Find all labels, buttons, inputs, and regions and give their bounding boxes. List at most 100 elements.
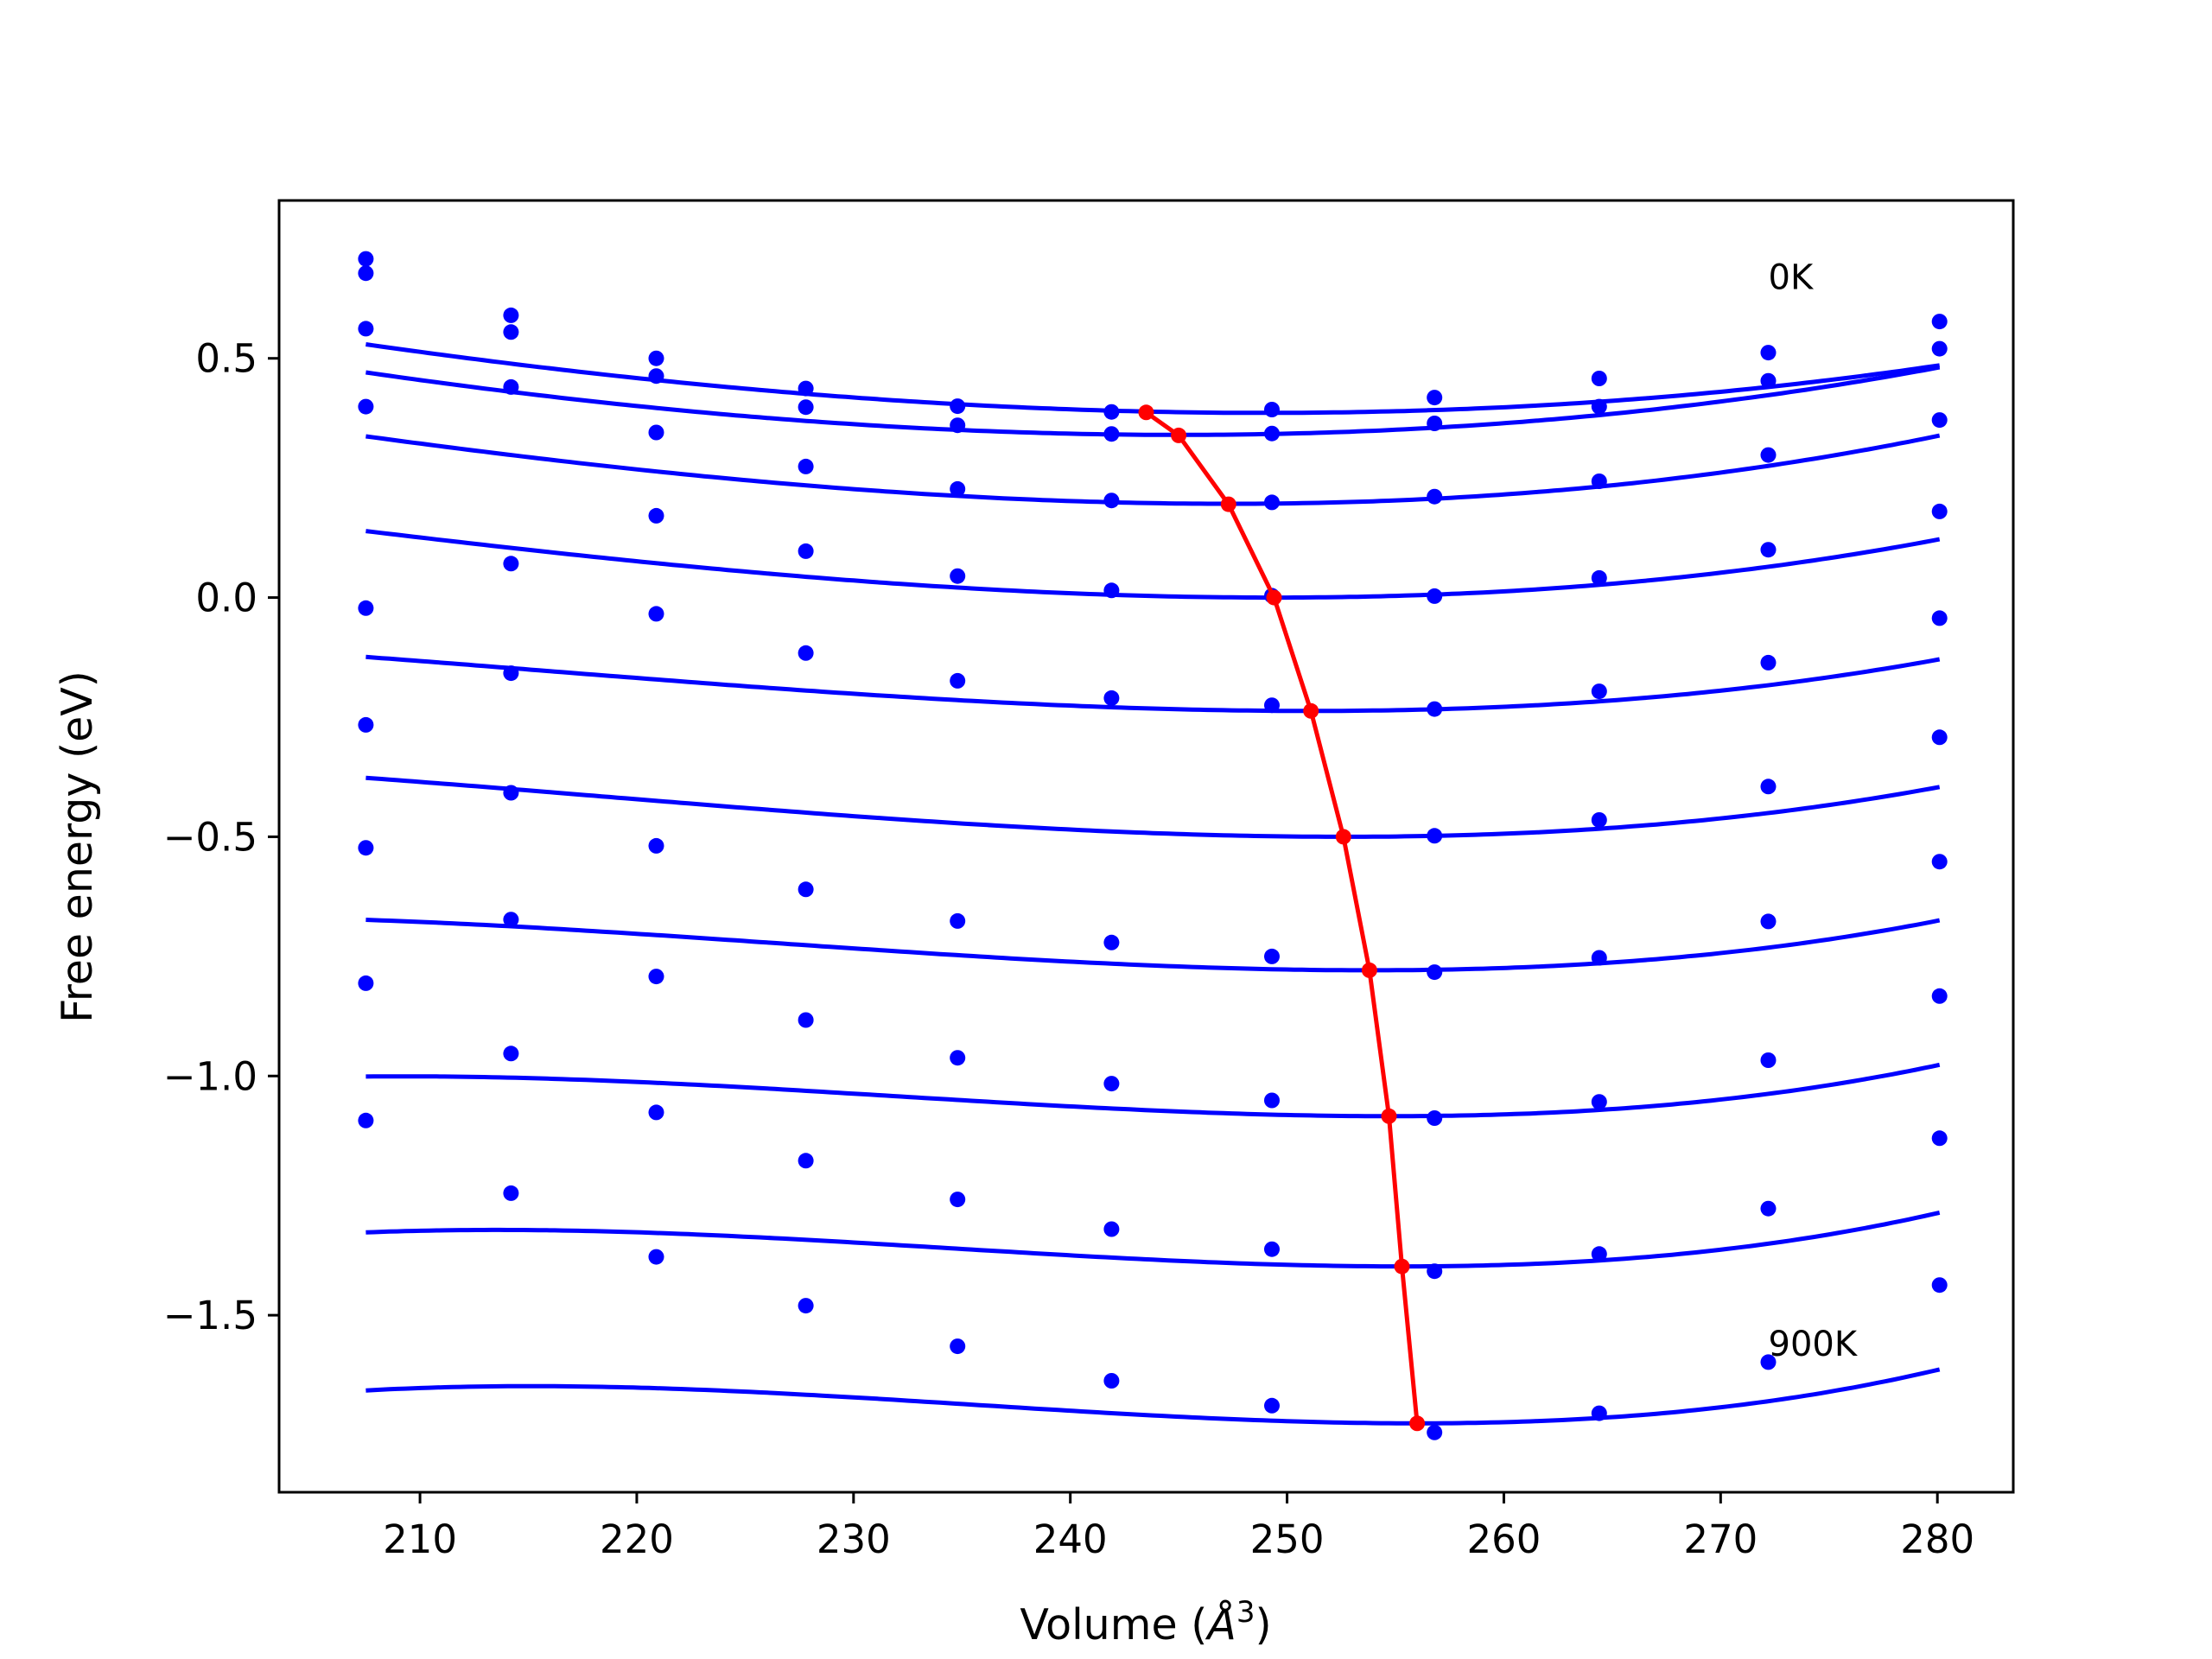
data-point-4-9 xyxy=(1760,654,1777,671)
x-tick-label: 270 xyxy=(1683,1516,1758,1562)
data-point-1-6 xyxy=(1264,425,1280,442)
data-point-4-5 xyxy=(1103,690,1120,706)
data-point-7-7 xyxy=(1427,1110,1443,1126)
data-point-5-10 xyxy=(1931,729,1948,746)
data-point-1-2 xyxy=(648,368,664,385)
data-point-2-6 xyxy=(1264,494,1280,511)
data-point-3-2 xyxy=(648,507,664,524)
fit-curve-4 xyxy=(365,654,1941,714)
fit-curve-3 xyxy=(365,529,1941,601)
x-tick-label: 250 xyxy=(1250,1516,1325,1562)
data-point-2-4 xyxy=(950,480,966,497)
data-point-5-9 xyxy=(1760,779,1777,795)
fit-curves xyxy=(365,342,1941,1426)
y-axis-label: Free energy (eV) xyxy=(53,671,102,1023)
data-point-1-3 xyxy=(798,399,814,416)
data-point-7-2 xyxy=(648,1104,664,1121)
data-point-1-8 xyxy=(1591,398,1607,415)
x-tick-label: 230 xyxy=(817,1516,891,1562)
data-point-7-8 xyxy=(1591,1094,1607,1110)
x-axis-ticks: 210 220 230 240 250 260 270 280 xyxy=(383,1492,1974,1562)
data-point-7-0 xyxy=(358,975,374,991)
minimum-point-0 xyxy=(1138,404,1154,421)
data-point-6-9 xyxy=(1760,913,1777,930)
data-point-5-7 xyxy=(1427,828,1443,844)
data-point-4-1 xyxy=(503,665,519,682)
minimum-point-7 xyxy=(1381,1108,1397,1124)
data-point-1-9 xyxy=(1760,372,1777,389)
data-point-2-8 xyxy=(1591,474,1607,489)
data-point-5-8 xyxy=(1591,812,1607,828)
y-tick-label: −1.5 xyxy=(163,1293,257,1338)
fit-curve-7 xyxy=(365,1062,1941,1119)
minimum-point-6 xyxy=(1361,962,1377,978)
data-point-8-1 xyxy=(503,1185,519,1201)
data-point-0-5 xyxy=(1103,404,1120,420)
data-point-1-10 xyxy=(1931,340,1948,357)
data-point-6-4 xyxy=(950,1050,966,1066)
data-point-3-10 xyxy=(1931,503,1948,519)
data-point-9-10 xyxy=(1931,1277,1948,1294)
data-point-5-2 xyxy=(648,837,664,854)
data-point-6-8 xyxy=(1591,950,1607,966)
data-point-0-2 xyxy=(648,350,664,366)
data-point-8-5 xyxy=(1103,1373,1120,1389)
fit-curve-2 xyxy=(365,433,1941,506)
data-point-0-10 xyxy=(1931,314,1948,330)
data-point-5-0 xyxy=(358,716,374,733)
minimum-point-8 xyxy=(1394,1258,1410,1274)
fit-curve-5 xyxy=(365,775,1941,839)
plot-area-frame xyxy=(277,199,2015,1494)
data-points xyxy=(358,251,1948,1440)
fit-curve-8 xyxy=(365,1210,1941,1269)
data-point-2-2 xyxy=(648,424,664,441)
data-point-3-3 xyxy=(798,543,814,559)
data-point-1-0 xyxy=(358,265,374,282)
data-point-0-0 xyxy=(358,251,374,267)
data-point-5-4 xyxy=(950,912,966,929)
fit-curve-9 xyxy=(365,1367,1941,1426)
data-point-7-9 xyxy=(1760,1052,1777,1068)
data-point-8-4 xyxy=(950,1338,966,1355)
data-point-3-1 xyxy=(503,556,519,572)
x-tick-label: 260 xyxy=(1466,1516,1541,1562)
data-point-9-8 xyxy=(1591,1405,1607,1421)
x-tick-label: 240 xyxy=(1033,1516,1108,1562)
temperature-annotations: 0K 900K xyxy=(1769,257,1859,1364)
data-point-3-7 xyxy=(1427,588,1443,604)
data-point-8-0 xyxy=(358,1112,374,1128)
minimum-point-5 xyxy=(1335,829,1351,845)
temperature-annotation-1: 900K xyxy=(1769,1325,1859,1364)
x-tick-label: 220 xyxy=(600,1516,674,1562)
data-point-1-7 xyxy=(1427,416,1443,431)
data-point-6-6 xyxy=(1264,1092,1280,1109)
data-point-0-6 xyxy=(1264,402,1280,417)
data-point-8-6 xyxy=(1264,1397,1280,1414)
data-point-0-4 xyxy=(950,398,966,415)
minimum-point-1 xyxy=(1171,427,1187,443)
data-point-0-8 xyxy=(1591,371,1607,386)
y-tick-label: −0.5 xyxy=(163,814,257,860)
data-point-2-5 xyxy=(1103,493,1120,509)
data-point-4-3 xyxy=(798,645,814,661)
data-point-6-0 xyxy=(358,840,374,856)
data-point-4-10 xyxy=(1931,610,1948,626)
fit-curve-1 xyxy=(365,365,1941,437)
minimum-line xyxy=(1145,410,1420,1424)
data-point-7-4 xyxy=(950,1192,966,1208)
minimum-point-3 xyxy=(1266,589,1282,606)
data-point-2-0 xyxy=(358,321,374,337)
minimum-point-4 xyxy=(1303,702,1319,719)
data-point-1-1 xyxy=(503,324,519,340)
data-point-2-10 xyxy=(1931,412,1948,429)
data-point-8-2 xyxy=(648,1249,664,1265)
x-axis-label: Volume (Å3) xyxy=(1020,1595,1271,1649)
data-point-0-9 xyxy=(1760,345,1777,361)
data-point-6-2 xyxy=(648,969,664,985)
y-tick-label: 0.5 xyxy=(195,336,257,382)
data-point-7-10 xyxy=(1931,988,1948,1004)
fit-curve-6 xyxy=(365,918,1941,973)
data-point-2-1 xyxy=(503,378,519,395)
temperature-annotation-0: 0K xyxy=(1769,257,1815,297)
